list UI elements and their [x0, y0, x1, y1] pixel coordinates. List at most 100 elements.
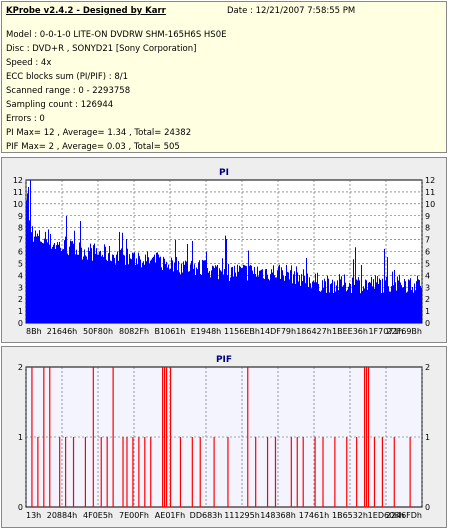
pi-bar: [91, 248, 92, 323]
pi-bar: [47, 242, 48, 323]
pi-bar: [139, 256, 140, 323]
x-tick-label: 20884h: [47, 511, 78, 520]
pi-bar: [248, 250, 249, 323]
pi-bar: [59, 241, 60, 323]
x-tick-label: 111295h: [224, 511, 260, 520]
pi-bar: [348, 286, 349, 323]
x-tick-label: DD683h: [190, 511, 223, 520]
pi-bar: [50, 233, 51, 323]
pi-bar: [405, 281, 406, 323]
pi-bar: [330, 284, 331, 323]
pi-bar: [334, 281, 335, 323]
pi-bar: [392, 271, 393, 323]
pi-bar: [244, 265, 245, 323]
pi-bar: [418, 279, 419, 323]
pi-bar: [342, 286, 343, 323]
pi-bar: [201, 274, 202, 323]
pi-bar: [304, 275, 305, 323]
pi-bar: [283, 275, 284, 323]
y-tick-label-right: 2: [425, 363, 430, 372]
y-tick-label-left: 10: [13, 200, 23, 209]
pi-bar: [230, 277, 231, 323]
x-tick-label: 148368h: [260, 511, 296, 520]
pi-bar: [98, 254, 99, 323]
pi-bar: [229, 281, 230, 323]
pi-bar: [354, 284, 355, 323]
pi-bar: [112, 254, 113, 323]
pi-bar: [141, 267, 142, 323]
pi-bar: [158, 254, 159, 323]
pi-bar: [253, 273, 254, 323]
pi-bar: [63, 249, 64, 323]
x-tick-label: 1BEE36h: [332, 327, 368, 336]
pi-bar: [92, 260, 93, 323]
pi-bar: [369, 281, 370, 323]
pi-bar: [240, 266, 241, 323]
pi-bar: [221, 271, 222, 323]
scan-date: Date : 12/21/2007 7:58:55 PM: [227, 6, 356, 16]
pi-bar: [263, 278, 264, 323]
pi-bar: [259, 270, 260, 323]
pi-bar: [327, 275, 328, 323]
pi-bar: [105, 246, 106, 323]
pi-bar: [27, 193, 28, 323]
pi-bar: [117, 251, 118, 323]
x-tick-label: 186427h: [296, 327, 332, 336]
pi-bar: [241, 268, 242, 323]
pi-bar: [414, 283, 415, 323]
pi-bar: [125, 264, 126, 323]
pi-bar: [243, 264, 244, 323]
pi-bar: [225, 235, 226, 323]
pi-bar: [335, 291, 336, 323]
pi-bar: [237, 264, 238, 323]
pi-bar: [124, 255, 125, 323]
pi-bar: [245, 265, 246, 323]
pi-bar: [209, 271, 210, 323]
pi-bar: [289, 279, 290, 323]
pi-bar: [343, 285, 344, 323]
pi-bar: [210, 277, 211, 323]
pi-bar: [83, 256, 84, 323]
pi-bar: [400, 282, 401, 323]
pi-bar: [137, 264, 138, 323]
pi-bar: [256, 276, 257, 323]
pi-bar: [110, 260, 111, 323]
pi-bar: [44, 238, 45, 323]
pi-bar: [264, 279, 265, 323]
pi-bar: [215, 265, 216, 323]
pi-bar: [134, 252, 135, 323]
pi-bar: [197, 269, 198, 323]
pi-bar: [319, 291, 320, 323]
pi-bar: [380, 280, 381, 323]
pi-chart-panel: PI 0 0 1 1 2 2 3 3 4 4 5 5 6 6 7 7 8 8 9 9 10 10 11 11 12 12 8Bh 216…: [1, 157, 447, 343]
pi-bar: [103, 257, 104, 323]
pi-bar: [87, 259, 88, 323]
pi-bar: [288, 272, 289, 323]
pi-bar: [407, 291, 408, 323]
pi-bar: [364, 288, 365, 323]
pi-bar: [214, 268, 215, 323]
pi-bar: [106, 259, 107, 323]
pi-bar: [382, 278, 383, 323]
pi-bar: [417, 275, 418, 323]
pi-bar: [301, 274, 302, 323]
pi-bar: [251, 265, 252, 323]
pi-bar: [200, 274, 201, 323]
y-tick-label-right: 9: [425, 212, 430, 221]
y-tick-label-left: 0: [18, 319, 23, 328]
pi-bar: [148, 257, 149, 323]
pi-bar: [250, 265, 251, 323]
pi-bar: [306, 257, 307, 323]
pi-bar: [302, 281, 303, 323]
x-tick-label: 2246FDh: [386, 511, 422, 520]
y-tick-label-right: 2: [425, 295, 430, 304]
pi-bar: [84, 249, 85, 323]
x-tick-label: B1061h: [155, 327, 186, 336]
pi-bar: [347, 289, 348, 323]
pi-bar: [412, 286, 413, 323]
pi-bar: [267, 274, 268, 323]
pi-bar: [126, 238, 127, 323]
pi-bar: [273, 265, 274, 323]
pi-bar: [376, 282, 377, 323]
pi-bar: [186, 261, 187, 323]
